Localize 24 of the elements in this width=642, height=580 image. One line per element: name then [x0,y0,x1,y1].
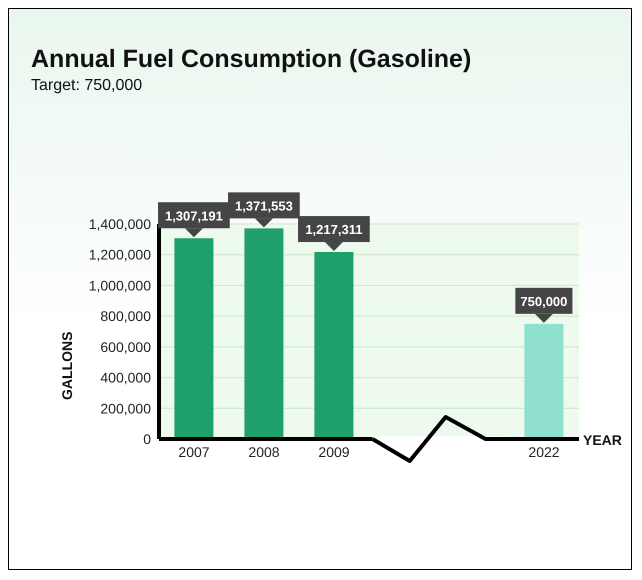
data-label: 1,307,191 [164,208,223,224]
bar [524,324,564,439]
data-label: 750,000 [520,294,568,309]
y-tick-label: 1,000,000 [88,277,152,294]
x-tick-label: 2009 [318,444,350,460]
data-label: 1,217,311 [305,222,362,238]
chart-title: Annual Fuel Consumption (Gasoline) [31,45,472,74]
y-tick-label: 1,200,000 [88,246,152,263]
bar [244,228,284,439]
x-axis-title: YEAR [583,432,622,448]
bar [314,252,354,439]
y-tick-label: 0 [143,430,152,447]
bar [174,238,214,439]
y-tick-label: 200,000 [100,400,152,416]
x-tick-label: 2007 [178,444,210,460]
y-tick-label: 600,000 [100,338,152,355]
y-axis-title: GALLONS [58,332,75,400]
y-tick-label: 400,000 [100,370,152,386]
chart-subtitle: Target: 750,000 [31,77,142,95]
y-tick-label: 1,400,000 [88,216,152,232]
x-tick-label: 2022 [528,444,560,460]
x-tick-label: 2008 [248,444,280,460]
data-label: 1,371,553 [234,198,293,214]
y-tick-label: 800,000 [100,308,152,324]
